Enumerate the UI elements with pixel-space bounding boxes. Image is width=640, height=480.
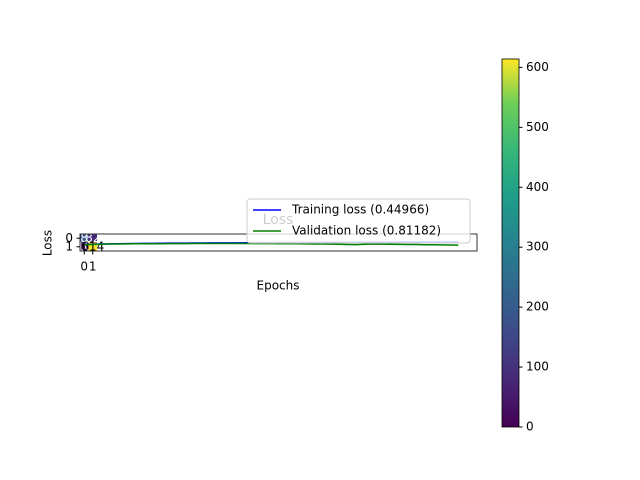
y-tick-label: 1 — [65, 239, 73, 253]
colorbar — [501, 58, 520, 428]
colorbar-tick-label: 300 — [526, 240, 549, 254]
line — [84, 242, 459, 246]
legend-box — [246, 198, 471, 244]
heatmap-cell — [80, 234, 89, 243]
y-tick-label: 0 — [65, 231, 73, 245]
heatmap-cell — [80, 242, 89, 251]
colorbar-tick-label: 600 — [526, 60, 549, 74]
x-tick-label: 1 — [89, 260, 97, 274]
x-tick-label: 0 — [80, 260, 88, 274]
y-axis-label: Loss — [41, 230, 55, 256]
legend-label: Validation loss (0.81182) — [292, 224, 441, 238]
legend-label: Training loss (0.44966) — [291, 203, 429, 217]
colorbar-tick-label: 200 — [526, 300, 549, 314]
heatmap-cell — [88, 242, 98, 251]
x-axis-label: Epochs — [257, 279, 300, 293]
colorbar-tick-label: 400 — [526, 180, 549, 194]
cell-label: 614 — [81, 239, 104, 253]
colorbar-tick-label: 100 — [526, 360, 549, 374]
colorbar-tick-label: 500 — [526, 120, 549, 134]
cell-label: 10 — [77, 239, 92, 253]
heatmap-cell — [88, 234, 98, 243]
colorbar-tick-label: 0 — [526, 420, 534, 434]
